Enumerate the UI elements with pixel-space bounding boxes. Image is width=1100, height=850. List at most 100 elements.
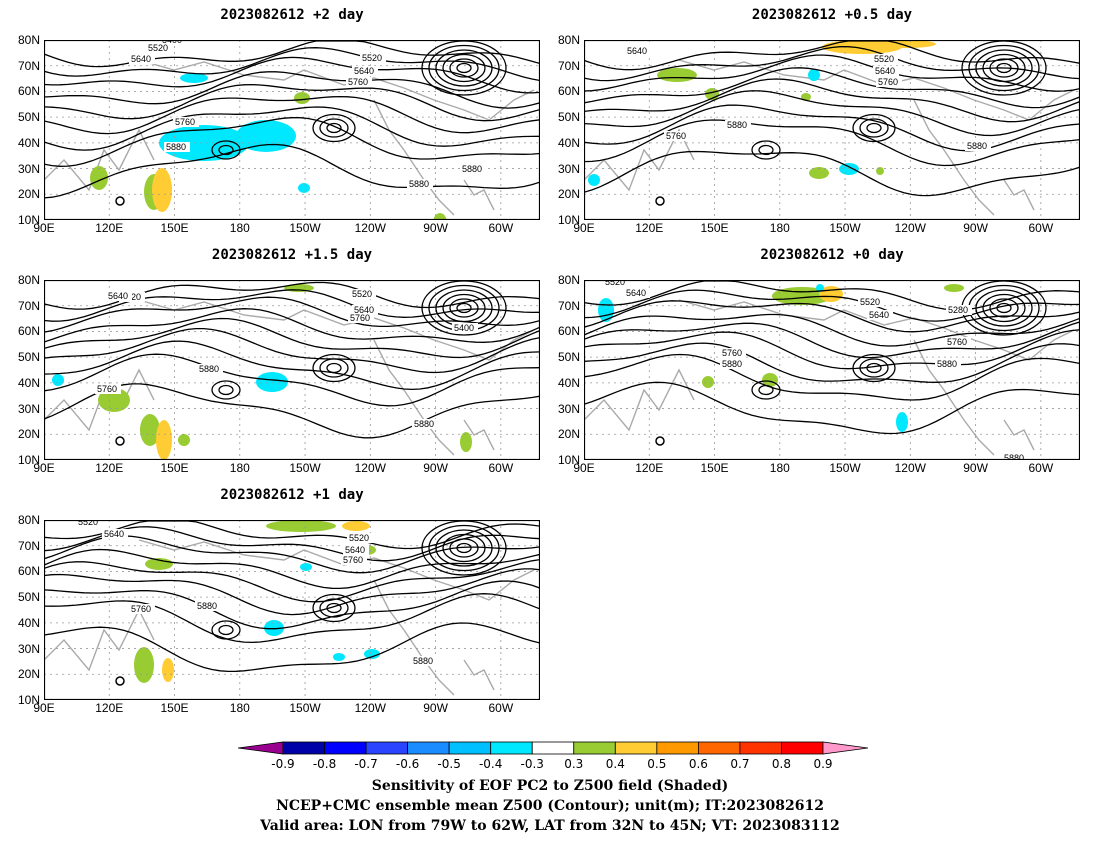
negative-sensitivity-area (839, 163, 859, 175)
y-tick-label: 20N (557, 427, 580, 442)
closed-contour (218, 144, 234, 156)
closed-contour (996, 62, 1012, 74)
x-tick-label: 60W (488, 221, 514, 235)
contour-label: 5760 (722, 348, 742, 358)
colorbar (238, 741, 868, 755)
closed-contour (859, 118, 889, 138)
contour-label-bg (412, 419, 438, 429)
contour-label: 5520 (362, 53, 382, 63)
x-tick-label: 150E (700, 221, 729, 235)
positive-sensitivity-area (460, 432, 472, 452)
negative-sensitivity-area (808, 69, 820, 81)
x-tick-label: 90W (963, 461, 988, 475)
contour-label: 5640 (869, 310, 889, 320)
contour-label: 5760 (350, 313, 370, 323)
contour-label-bg (858, 297, 884, 307)
z500-contour (584, 67, 1080, 109)
contour-label-bg (872, 54, 898, 64)
x-tick-label: 60W (1028, 461, 1054, 475)
contour-label-bg (352, 66, 378, 76)
contour-label-bg (352, 305, 378, 315)
x-tick-label: 120W (894, 461, 926, 475)
closed-contour (751, 380, 781, 400)
x-tick-label: 60W (488, 461, 514, 475)
y-tick-label: 60N (17, 324, 40, 339)
contour-label-bg (965, 141, 991, 151)
negative-sensitivity-area (180, 73, 208, 83)
colorbar-label: 0.3 (564, 757, 584, 771)
contour-label-bg (720, 359, 746, 369)
colorbar-segment (531, 741, 575, 755)
negative-sensitivity-area (298, 183, 310, 193)
contour-label-bg (350, 289, 376, 299)
z500-contour (44, 353, 540, 407)
z500-contour (44, 340, 540, 391)
closed-contour (435, 289, 493, 327)
colorbar-label: -0.9 (271, 757, 295, 771)
positive-sensitivity-area (876, 167, 884, 175)
x-tick-label: 180 (229, 221, 250, 235)
contour-label-bg (867, 310, 893, 320)
z500-contour (584, 150, 1080, 197)
contour-label-bg (452, 323, 478, 333)
closed-contour (751, 140, 781, 160)
closed-contour (319, 598, 349, 618)
x-tick-label: 120W (354, 461, 386, 475)
contour-label-bg (341, 555, 367, 565)
panel-title: 2023082612 +1 day (220, 487, 364, 503)
y-tick-label: 50N (557, 110, 580, 125)
negative-sensitivity-area (52, 374, 64, 386)
x-tick-label: 150W (289, 221, 321, 235)
z500-contour (44, 558, 540, 603)
contour-label: 5760 (343, 555, 363, 565)
y-tick-label: 50N (17, 110, 40, 125)
positive-sensitivity-area (762, 373, 778, 387)
y-tick-label: 30N (17, 401, 40, 416)
colorbar-segment (238, 741, 284, 755)
map-frame (584, 280, 1080, 460)
positive-sensitivity-area (944, 284, 964, 292)
z500-contour (44, 40, 540, 68)
colorbar-label: -0.5 (437, 757, 461, 771)
z500-contour (44, 117, 540, 167)
y-tick-label: 30N (17, 161, 40, 176)
contour-label: 5640 (104, 529, 124, 539)
y-tick-label: 70N (557, 58, 580, 73)
x-tick-label: 150W (829, 221, 861, 235)
contour-label: 5880 (937, 359, 957, 369)
contour-label: 5400 (162, 40, 182, 45)
closed-contour (866, 362, 882, 374)
y-tick-label: 60N (17, 84, 40, 99)
y-tick-label: 70N (17, 538, 40, 553)
z500-contour (584, 280, 1080, 311)
z500-contour (44, 548, 540, 590)
x-tick-label: 90E (573, 461, 595, 475)
y-tick-label: 80N (557, 33, 580, 47)
z500-contour (44, 622, 540, 673)
x-tick-label: 120W (354, 701, 386, 715)
positive-sensitivity-area (156, 420, 172, 460)
y-tick-label: 50N (557, 350, 580, 365)
x-tick-label: 120E (635, 221, 664, 235)
x-tick-label: 120E (95, 701, 124, 715)
z500-contour (584, 54, 1080, 92)
y-tick-label: 30N (557, 401, 580, 416)
z500-contour (44, 327, 540, 374)
z500-contour (44, 580, 540, 630)
x-tick-label: 90W (963, 221, 988, 235)
contour-label: 5520 (78, 520, 98, 527)
closed-contour (319, 118, 349, 138)
closed-contour (326, 602, 342, 614)
caption-line-3: Valid area: LON from 79W to 62W, LAT fro… (260, 818, 840, 834)
contour-label: 5880 (199, 364, 219, 374)
x-tick-label: 60W (488, 701, 514, 715)
colorbar-segment (573, 741, 616, 755)
closed-contour (312, 353, 356, 383)
z500-contour (584, 90, 1080, 137)
closed-contour (218, 384, 234, 396)
contour-label-bg (624, 288, 650, 298)
contour-label: 5880 (967, 141, 987, 151)
negative-sensitivity-area (300, 563, 312, 571)
y-tick-label: 40N (17, 135, 40, 150)
